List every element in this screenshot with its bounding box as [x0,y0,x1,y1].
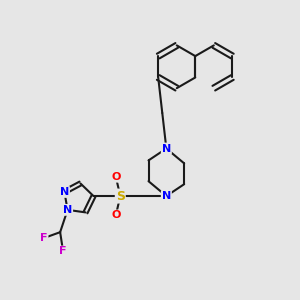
Text: N: N [162,191,171,201]
Text: S: S [116,190,125,202]
Text: O: O [111,210,121,220]
Text: F: F [40,233,47,243]
Text: O: O [111,172,121,182]
Text: N: N [162,143,171,154]
Text: N: N [60,187,69,197]
Text: N: N [63,205,72,215]
Text: F: F [59,247,67,256]
